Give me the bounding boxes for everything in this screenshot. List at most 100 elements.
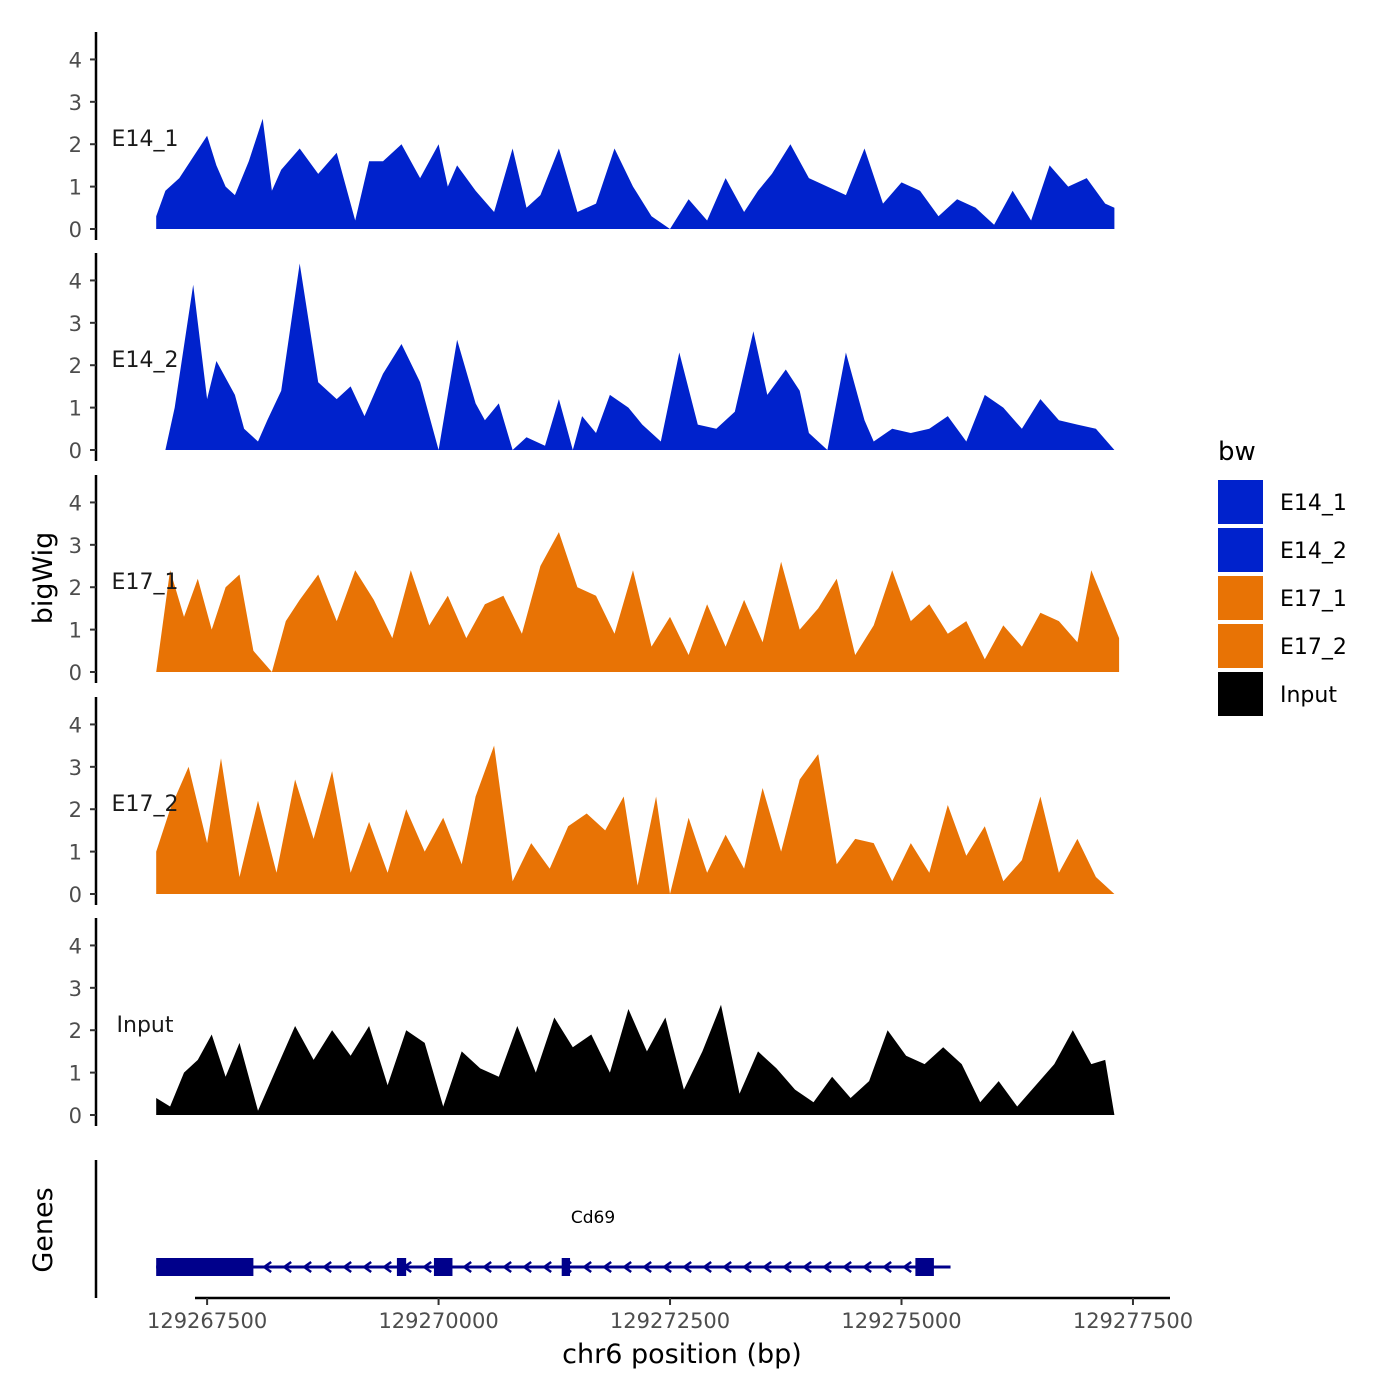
strand-arrow	[762, 1260, 772, 1274]
legend: bw E14_1 E14_2 E17_1 E17_2 Input	[1218, 437, 1347, 716]
y-tick-label: 2	[69, 354, 82, 378]
legend-item: E14_2	[1218, 528, 1347, 572]
y-tick-label: 1	[69, 619, 82, 643]
legend-item: E17_1	[1218, 576, 1347, 620]
strand-arrow	[622, 1260, 632, 1274]
signal-area-e17_1	[156, 532, 1120, 672]
y-tick-label: 1	[69, 397, 82, 421]
y-tick-label: 2	[69, 133, 82, 157]
strand-arrow	[802, 1260, 812, 1274]
gene-label: Cd69	[571, 1208, 615, 1228]
track-e14_1: 0 1 2 3 4 E14_1	[69, 32, 1115, 242]
strand-arrow	[262, 1260, 272, 1274]
gene-exon	[561, 1258, 571, 1276]
y-tick-label: 1	[69, 1062, 82, 1086]
track-input: 0 1 2 3 4 Input	[69, 918, 1115, 1128]
legend-swatch	[1218, 576, 1263, 620]
strand-arrow	[882, 1260, 892, 1274]
x-axis: 129267500 129270000 129272500 129275000 1292…	[147, 1296, 1193, 1333]
y-tick-label: 4	[69, 48, 82, 72]
legend-label: Input	[1280, 683, 1337, 708]
y-tick-label: 0	[69, 218, 82, 242]
track-label: E17_1	[112, 570, 179, 595]
track-e17_2: 0 1 2 3 4 E17_2	[69, 697, 1115, 907]
signal-area-e14_2	[165, 263, 1115, 450]
y-tick-label: 4	[69, 934, 82, 958]
signal-area-e17_2	[156, 745, 1115, 894]
strand-arrow	[322, 1260, 332, 1274]
y-tick-label: 3	[69, 756, 82, 780]
y-tick-label: 2	[69, 1019, 82, 1043]
strand-arrow	[542, 1260, 552, 1274]
strand-arrow	[642, 1260, 652, 1274]
genes-axis-title: Genes	[28, 1187, 59, 1272]
strand-arrow	[582, 1260, 592, 1274]
track-e17_1: 0 1 2 3 4 E17_1	[69, 475, 1120, 685]
strand-arrow	[522, 1260, 532, 1274]
track-label: E17_2	[112, 792, 179, 817]
y-tick-label: 3	[69, 977, 82, 1001]
x-tick-label: 129277500	[1073, 1309, 1193, 1333]
signal-area-input	[156, 1004, 1115, 1115]
track-e14_2: 0 1 2 3 4 E14_2	[69, 253, 1115, 463]
x-tick-label: 129275000	[841, 1309, 961, 1333]
strand-arrow	[782, 1260, 792, 1274]
legend-swatch	[1218, 672, 1263, 716]
y-tick-label: 4	[69, 269, 82, 293]
legend-item: E14_1	[1218, 480, 1347, 524]
strand-arrow	[502, 1260, 512, 1274]
signal-area-e14_1	[156, 118, 1115, 229]
bigwig-tracks: 0 1 2 3 4 E14_1 0 1 2 3 4 E14_2 0 1 2 3 4 E17_1 0 1 2 3 4 E17_2…	[69, 32, 1120, 1128]
strand-arrow	[862, 1260, 872, 1274]
y-tick-label: 0	[69, 439, 82, 463]
legend-label: E17_1	[1280, 587, 1347, 612]
y-axis-title: bigWig	[28, 532, 59, 625]
legend-label: E17_2	[1280, 635, 1347, 660]
y-tick-label: 3	[69, 312, 82, 336]
y-tick-label: 0	[69, 661, 82, 685]
gene-cd69: Cd69	[156, 1208, 951, 1276]
y-tick-label: 4	[69, 491, 82, 515]
strand-arrow	[382, 1260, 392, 1274]
strand-arrow	[602, 1260, 612, 1274]
y-tick-label: 1	[69, 176, 82, 200]
y-tick-label: 3	[69, 91, 82, 115]
y-tick-label: 0	[69, 1104, 82, 1128]
strand-arrow	[422, 1260, 432, 1274]
strand-arrow	[822, 1260, 832, 1274]
gene-exon	[156, 1258, 254, 1276]
strand-arrow	[342, 1260, 352, 1274]
strand-arrow	[722, 1260, 732, 1274]
strand-arrow	[842, 1260, 852, 1274]
y-tick-label: 1	[69, 841, 82, 865]
legend-swatch	[1218, 624, 1263, 668]
gene-exon	[396, 1258, 407, 1276]
legend-label: E14_2	[1280, 539, 1347, 564]
legend-label: E14_1	[1280, 491, 1347, 516]
y-tick-label: 2	[69, 576, 82, 600]
strand-arrow	[482, 1260, 492, 1274]
y-tick-label: 4	[69, 713, 82, 737]
strand-arrow	[362, 1260, 372, 1274]
strand-arrow	[742, 1260, 752, 1274]
x-tick-label: 129272500	[610, 1309, 730, 1333]
strand-arrow	[302, 1260, 312, 1274]
x-tick-label: 129267500	[147, 1309, 267, 1333]
strand-arrow	[682, 1260, 692, 1274]
gene-exon	[433, 1258, 453, 1276]
x-axis-title: chr6 position (bp)	[562, 1339, 802, 1370]
strand-arrow	[902, 1260, 912, 1274]
track-label: E14_2	[112, 348, 179, 373]
legend-item: Input	[1218, 672, 1337, 716]
strand-arrow	[702, 1260, 712, 1274]
y-tick-label: 0	[69, 883, 82, 907]
y-tick-label: 2	[69, 798, 82, 822]
strand-arrow	[282, 1260, 292, 1274]
legend-swatch	[1218, 480, 1263, 524]
track-label: Input	[117, 1013, 174, 1038]
strand-arrow	[462, 1260, 472, 1274]
x-tick-label: 129270000	[378, 1309, 498, 1333]
strand-arrow	[662, 1260, 672, 1274]
y-tick-label: 3	[69, 534, 82, 558]
legend-item: E17_2	[1218, 624, 1347, 668]
